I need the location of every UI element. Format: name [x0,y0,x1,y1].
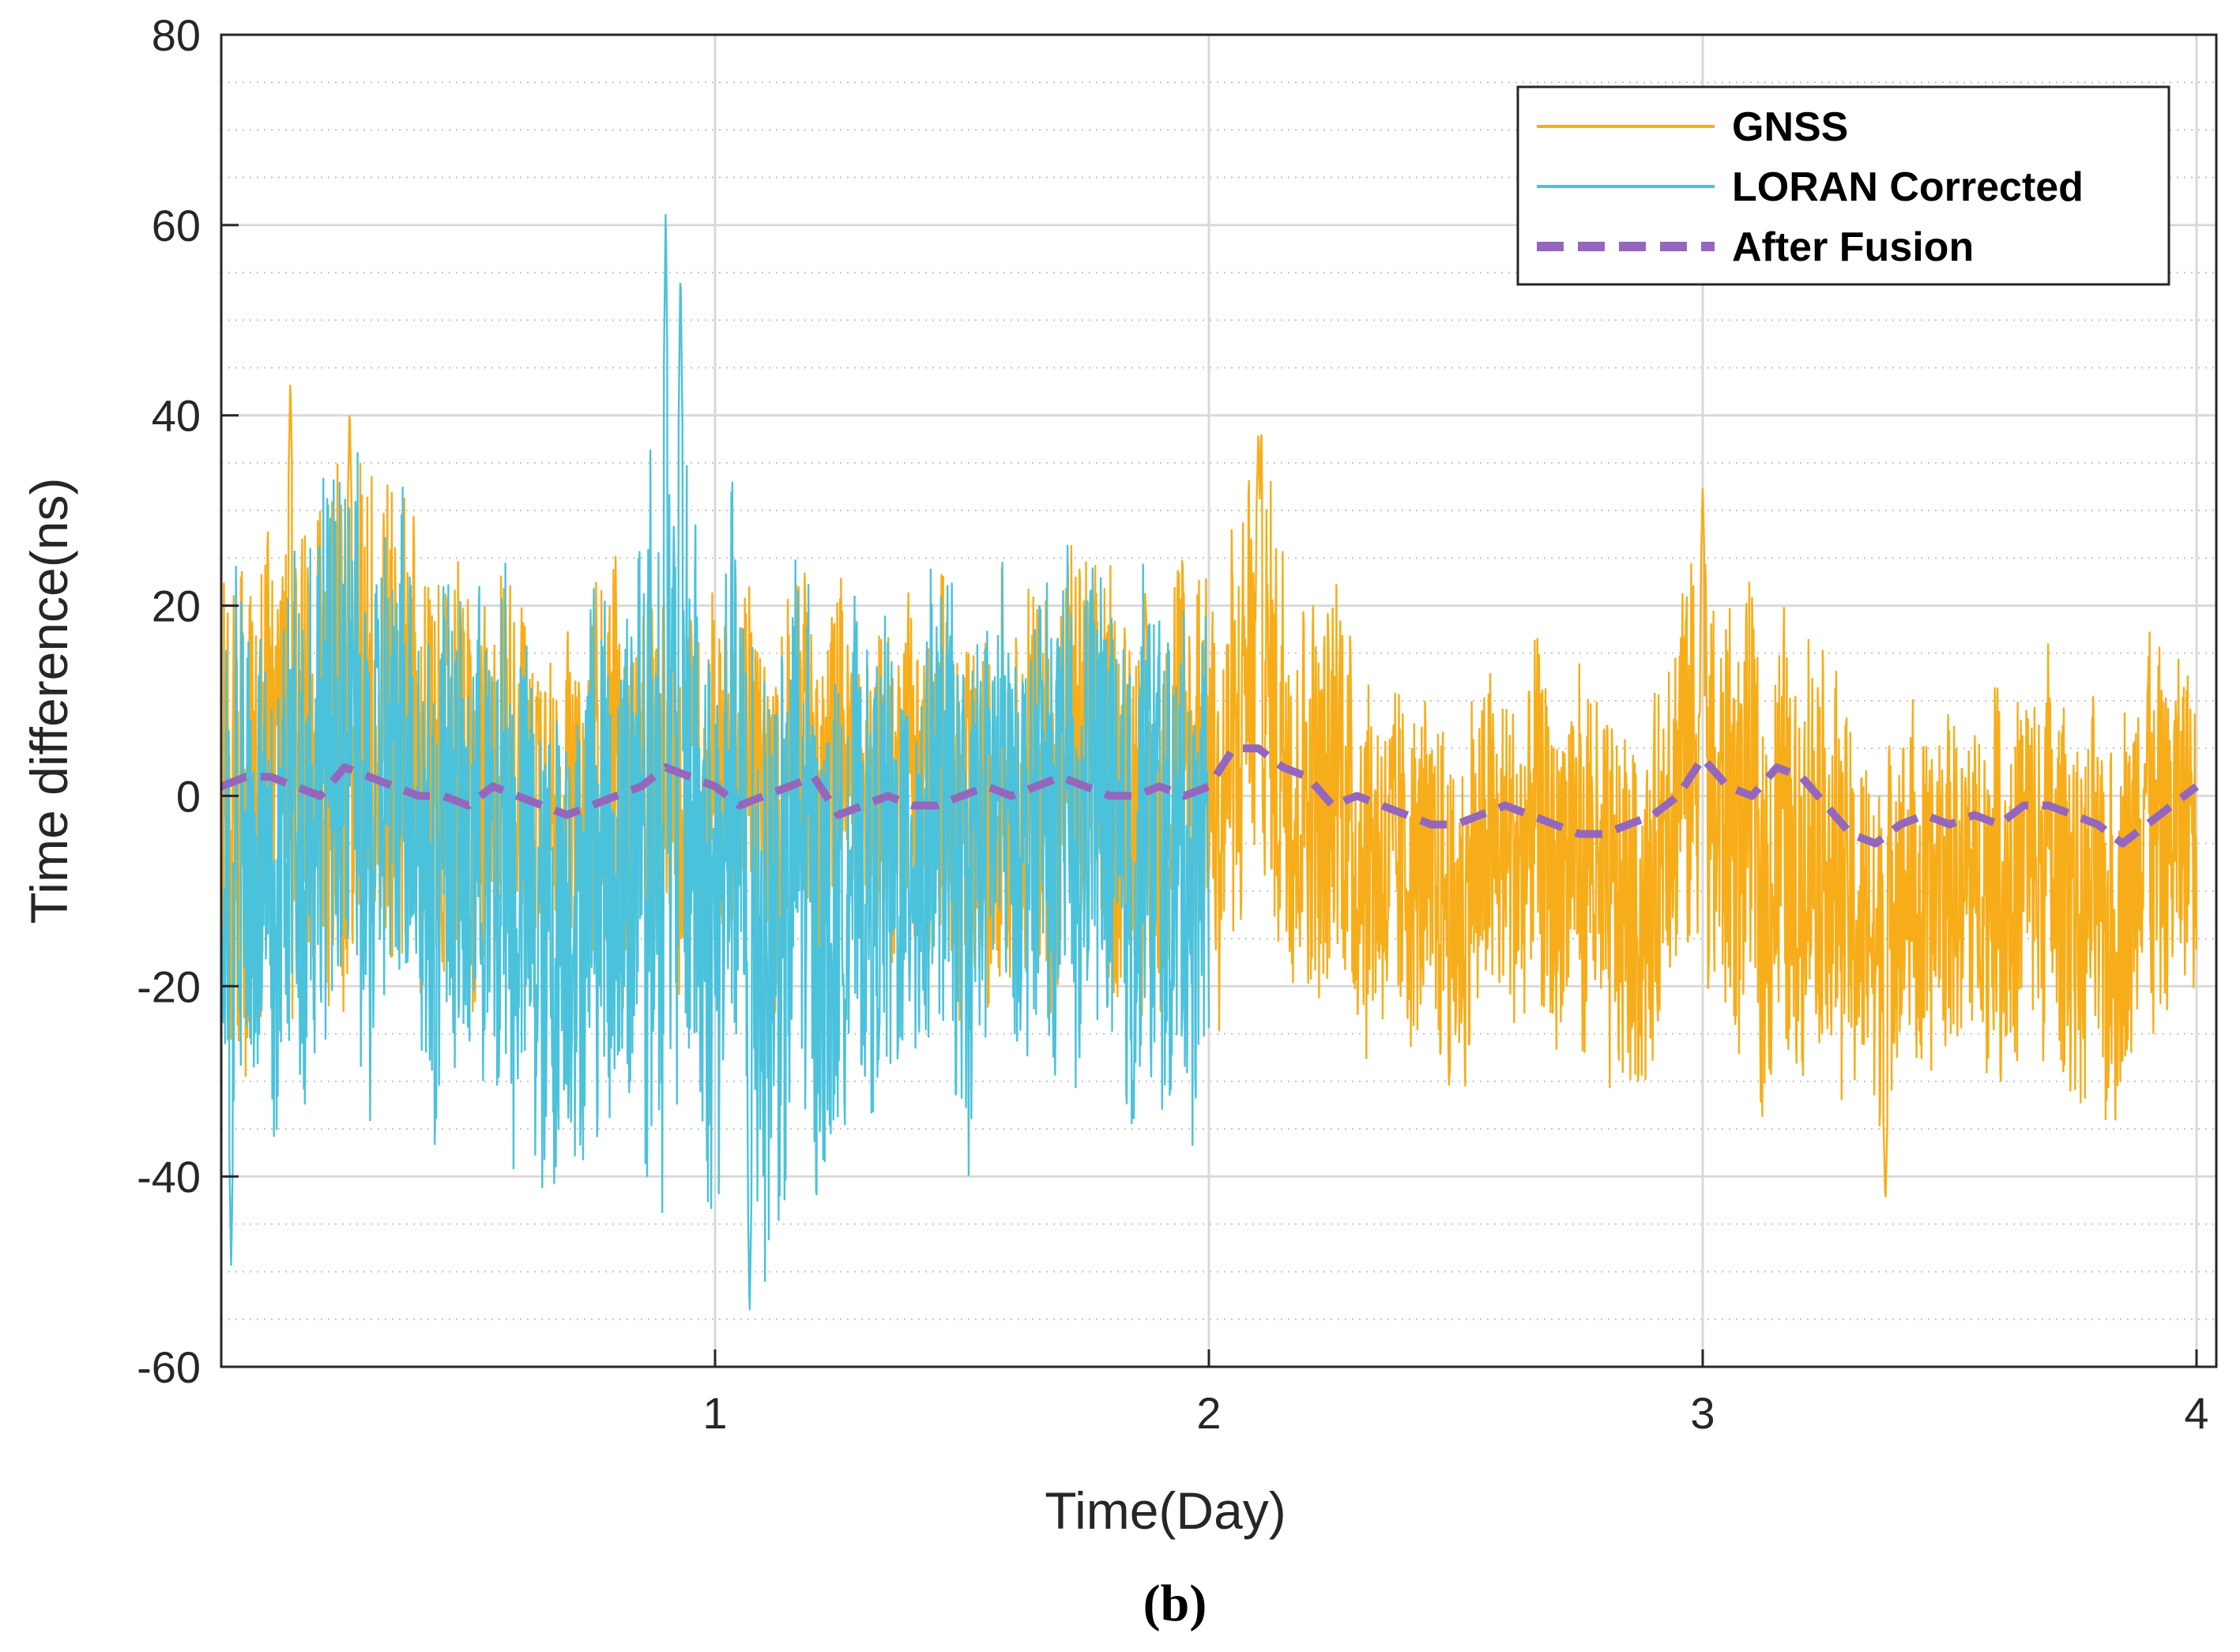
y-tick-label: 40 [152,391,201,441]
x-axis-title: Time(Day) [1045,1481,1286,1540]
y-tick-label: 80 [152,10,201,60]
series-after-fusion-line [220,744,2200,848]
y-ticks: -60 -40 -20 0 20 40 60 80 [137,10,239,1392]
legend: GNSS LORAN Corrected After Fusion [1516,85,2170,286]
y-tick-label: -60 [137,1342,201,1392]
legend-label-loran-corrected: LORAN Corrected [1732,164,2084,210]
y-tick-label: 60 [152,201,201,250]
x-tick-label: 4 [2184,1388,2208,1438]
y-tick-label: 20 [152,581,201,631]
series-loran-corrected-line [220,213,1210,1311]
legend-label-gnss: GNSS [1732,104,1848,150]
y-tick-label: -20 [137,961,201,1011]
y-tick-label: -40 [137,1152,201,1202]
legend-label-after-fusion: After Fusion [1732,224,1974,270]
x-ticks: 1 2 3 4 [702,1349,2209,1438]
x-tick-label: 1 [702,1388,727,1438]
y-axis-title: Time difference(ns) [20,478,78,924]
plot-frame [220,33,2218,1368]
x-tick-label: 2 [1196,1388,1221,1438]
figure-caption: (b) [1143,1575,1207,1632]
series-layer [220,213,2200,1311]
x-tick-label: 3 [1690,1388,1715,1438]
y-tick-label: 0 [176,771,201,821]
